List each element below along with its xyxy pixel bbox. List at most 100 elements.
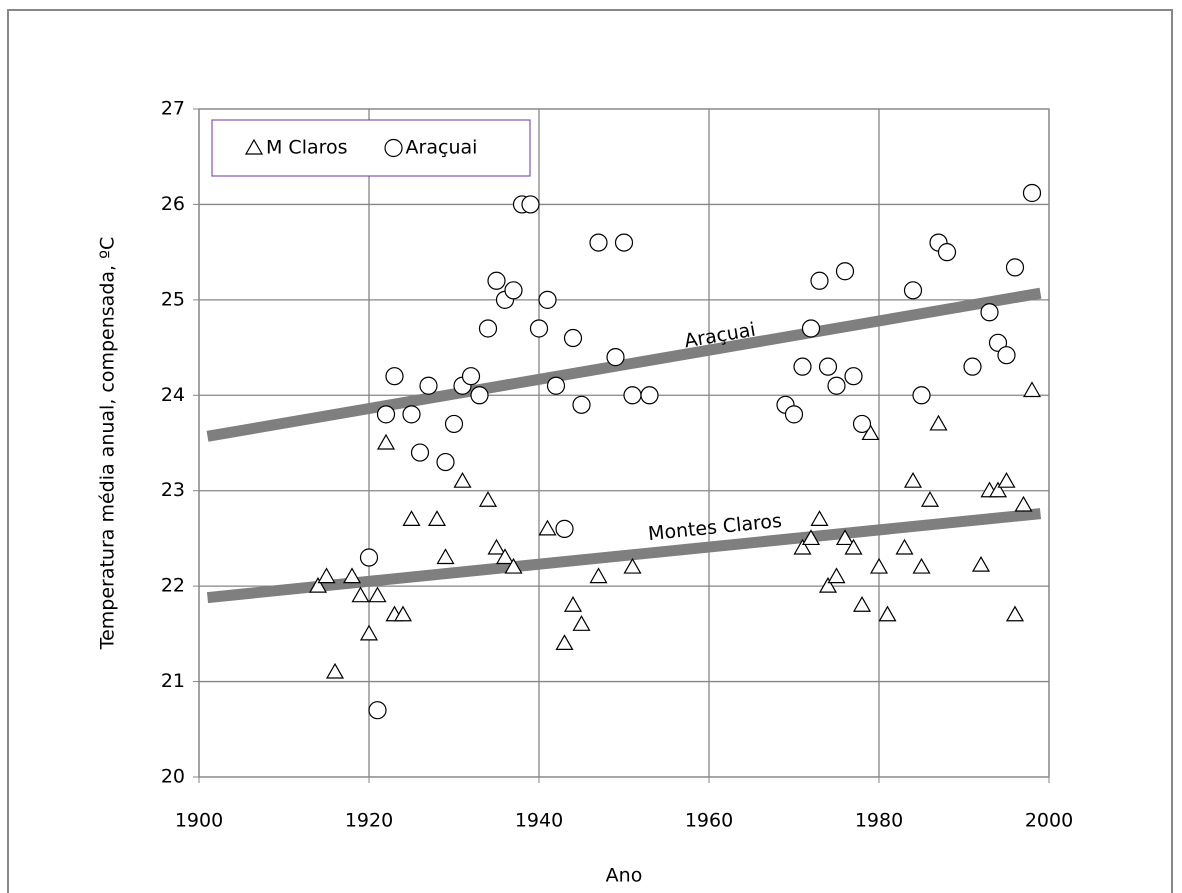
legend-label: Araçuai [406, 137, 478, 159]
x-tick-label: 1980 [855, 810, 903, 832]
triangle-marker [563, 596, 583, 612]
circle-marker [376, 405, 396, 424]
triangle-marker [504, 557, 523, 574]
legend: M Claros Araçuai [211, 119, 531, 177]
x-tick-label: 1920 [345, 810, 393, 832]
triangle-marker [351, 586, 370, 603]
triangle-marker [988, 481, 1008, 498]
circle-marker [555, 519, 574, 538]
circle-marker [359, 548, 379, 567]
circle-marker [504, 281, 523, 300]
triangle-marker [623, 557, 642, 574]
y-axis-label: Temperatura média anual, compensada, ºC [97, 237, 119, 651]
triangle-marker [368, 586, 387, 603]
circle-marker [606, 348, 625, 367]
circle-marker [818, 357, 838, 376]
y-tick-label: 20 [161, 766, 185, 788]
triangle-marker [538, 519, 557, 536]
circle-marker [572, 395, 591, 414]
y-tick-label: 26 [161, 193, 185, 215]
circle-marker [461, 367, 481, 386]
triangle-marker [869, 557, 889, 574]
triangle-marker [835, 529, 855, 546]
circle-marker [419, 376, 438, 395]
circle-marker [793, 357, 812, 376]
triangle-marker [801, 529, 821, 546]
triangle-marker [308, 576, 328, 593]
triangle-marker [971, 555, 991, 572]
circle-marker [546, 376, 566, 395]
circle-marker [470, 386, 489, 405]
circle-marker [997, 346, 1016, 365]
x-tick-label: 1940 [515, 810, 563, 832]
triangle-marker [861, 424, 880, 441]
chart-frame [7, 9, 1173, 893]
triangle-marker [912, 557, 931, 574]
circle-marker [827, 376, 846, 395]
y-tick-label: 24 [161, 384, 185, 406]
circle-marker [801, 319, 821, 338]
triangle-marker [572, 615, 591, 631]
triangle-marker [903, 471, 923, 488]
circle-marker [521, 195, 540, 214]
y-tick-label: 27 [161, 98, 185, 120]
circle-marker [784, 405, 804, 424]
triangle-marker [436, 548, 455, 565]
triangle-marker [244, 138, 264, 155]
triangle-marker [818, 576, 838, 593]
circle-marker [402, 405, 421, 424]
triangle-marker [1005, 605, 1025, 622]
triangle-marker [852, 596, 872, 612]
circle-marker [436, 452, 455, 472]
x-axis-label: Ano [606, 865, 643, 887]
circle-marker [529, 319, 549, 338]
y-tick-label: 22 [161, 575, 185, 597]
circle-marker [640, 386, 659, 405]
circle-marker [912, 386, 931, 405]
plot-border [198, 108, 1050, 778]
legend-label: M Claros [266, 137, 348, 159]
triangle-marker [342, 567, 362, 584]
circle-marker [980, 303, 999, 322]
triangle-marker [1014, 495, 1033, 512]
circle-marker [937, 243, 957, 262]
legend-box [211, 119, 531, 177]
trend-line [206, 287, 1042, 442]
trend-line [206, 508, 1042, 604]
circle-marker [385, 367, 404, 386]
circle-marker [478, 319, 498, 338]
triangle-marker [997, 471, 1016, 488]
triangle-marker [810, 510, 829, 526]
triangle-marker [844, 538, 863, 555]
circle-marker [1022, 183, 1042, 203]
circle-marker [852, 414, 872, 434]
triangle-marker [393, 605, 413, 622]
circle-marker [810, 271, 829, 290]
triangle-marker [555, 634, 574, 650]
triangle-marker [878, 605, 897, 622]
triangle-marker [317, 567, 336, 584]
circle-marker [487, 271, 506, 290]
circle-marker [589, 233, 608, 252]
circle-marker [623, 386, 642, 405]
triangle-marker [495, 548, 515, 565]
triangle-marker [895, 538, 914, 555]
x-tick-label: 1960 [685, 810, 733, 832]
x-tick-label: 2000 [1025, 810, 1073, 832]
triangle-marker [1022, 381, 1042, 398]
circle-marker [963, 357, 982, 376]
circle-marker [835, 262, 855, 281]
triangle-marker [478, 491, 498, 507]
triangle-marker [487, 538, 506, 555]
circle-marker [844, 367, 863, 386]
triangle-marker [929, 414, 948, 431]
triangle-marker [793, 538, 812, 555]
y-tick-label: 25 [161, 288, 185, 310]
triangle-marker [453, 471, 472, 488]
circle-marker [384, 138, 403, 158]
triangle-marker [827, 567, 846, 584]
triangle-marker [402, 510, 421, 526]
circle-marker [444, 414, 464, 434]
circle-marker [368, 701, 387, 720]
